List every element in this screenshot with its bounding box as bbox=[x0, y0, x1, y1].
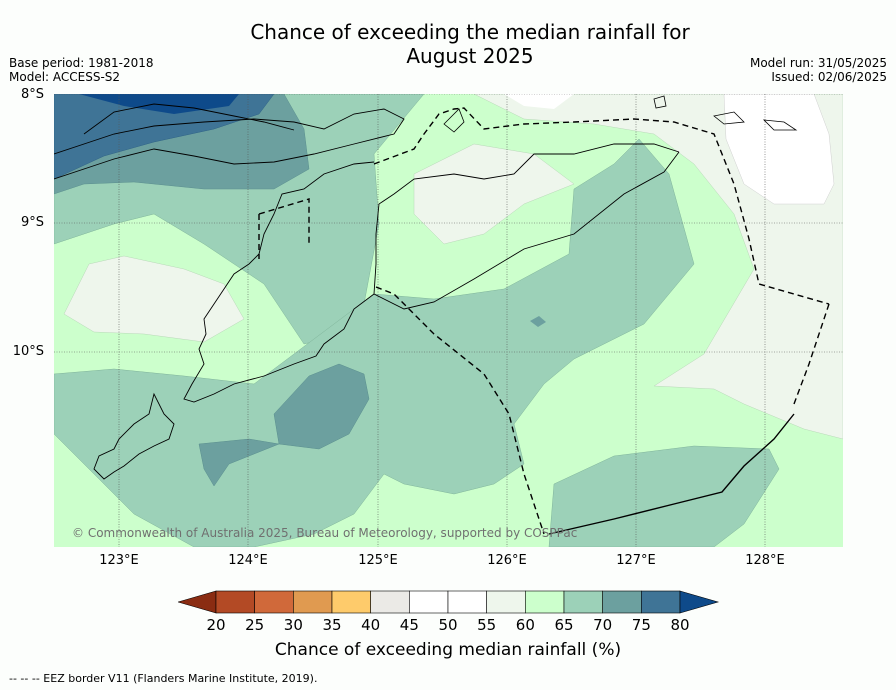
colorbar-arrow-high bbox=[679, 590, 720, 614]
alor-islands-coastline bbox=[54, 108, 405, 180]
eez-border-solid bbox=[548, 413, 795, 535]
colorbar-swatch bbox=[563, 590, 603, 614]
lat-label-9s: 9°S bbox=[20, 215, 44, 230]
lon-label-125e: 125°E bbox=[358, 553, 398, 568]
colorbar-tick-label: 55 bbox=[477, 616, 496, 634]
footnote: -- -- -- EEZ border V11 (Flanders Marine… bbox=[9, 672, 318, 685]
meta-right: Model run: 31/05/2025 Issued: 02/06/2025 bbox=[750, 56, 887, 84]
island-small-1 bbox=[443, 108, 465, 133]
rainfall-map: © Commonwealth of Australia 2025, Bureau… bbox=[54, 94, 843, 547]
lat-label-10s: 10°S bbox=[12, 344, 44, 359]
colorbar-swatch bbox=[215, 590, 255, 614]
lon-label-127e: 127°E bbox=[616, 553, 656, 568]
wetar-coastline bbox=[83, 103, 295, 135]
lon-label-126e: 126°E bbox=[487, 553, 527, 568]
region-55-60-cape bbox=[413, 143, 575, 245]
colorbar-swatch bbox=[331, 590, 371, 614]
colorbar-title: Chance of exceeding median rainfall (%) bbox=[274, 640, 622, 660]
colorbar-tick-label: 65 bbox=[554, 616, 573, 634]
region-70-75-dot bbox=[530, 316, 546, 327]
base-period: Base period: 1981-2018 bbox=[9, 56, 154, 70]
region-70-75-south bbox=[273, 363, 370, 450]
colorbar-tick-label: 80 bbox=[670, 616, 689, 634]
title-line-2: August 2025 bbox=[406, 44, 534, 68]
lon-label-124e: 124°E bbox=[228, 553, 268, 568]
colorbar-swatch bbox=[370, 590, 410, 614]
colorbar-swatch bbox=[409, 590, 449, 614]
colorbar-swatch bbox=[254, 590, 294, 614]
colorbar-tick-label: 50 bbox=[438, 616, 457, 634]
colorbar: 20 25 30 35 40 45 50 55 60 65 70 75 80 bbox=[178, 590, 720, 634]
colorbar-tick-labels: 20 25 30 35 40 45 50 55 60 65 70 75 80 bbox=[206, 616, 689, 634]
colorbar-tick-label: 20 bbox=[206, 616, 225, 634]
timor-coastline bbox=[183, 143, 680, 403]
eez-border-north bbox=[258, 107, 830, 305]
region-65-70-southeast bbox=[548, 445, 780, 547]
eez-border-south bbox=[375, 286, 830, 535]
island-small-2 bbox=[653, 95, 667, 109]
lat-label-8s: 8°S bbox=[20, 87, 44, 102]
colorbar-tick-label: 25 bbox=[245, 616, 264, 634]
lon-label-123e: 123°E bbox=[99, 553, 139, 568]
model-run: Model run: 31/05/2025 bbox=[749, 56, 887, 70]
colorbar-swatch bbox=[486, 590, 526, 614]
copyright-text: © Commonwealth of Australia 2025, Bureau… bbox=[72, 526, 577, 540]
colorbar-tick-label: 60 bbox=[516, 616, 535, 634]
region-50-55-small bbox=[504, 94, 574, 109]
model-name: Model: ACCESS-S2 bbox=[9, 70, 121, 84]
island-small-4 bbox=[762, 119, 798, 131]
map-title: Chance of exceeding the median rainfall … bbox=[170, 20, 770, 68]
issued-date: Issued: 02/06/2025 bbox=[771, 70, 887, 84]
west-islands bbox=[93, 392, 175, 480]
colorbar-swatch bbox=[293, 590, 333, 614]
lon-label-128e: 128°E bbox=[745, 553, 785, 568]
timor-south-coast bbox=[373, 151, 680, 310]
region-55-60-west bbox=[63, 255, 245, 343]
island-small-3 bbox=[713, 111, 745, 125]
colorbar-swatches bbox=[178, 590, 720, 614]
colorbar-tick-label: 30 bbox=[284, 616, 303, 634]
colorbar-swatch bbox=[447, 590, 487, 614]
colorbar-swatch bbox=[602, 590, 642, 614]
gridlines bbox=[54, 94, 843, 547]
region-70-75-southwest bbox=[198, 438, 280, 487]
region-50-55 bbox=[723, 94, 835, 205]
colorbar-swatch bbox=[525, 590, 565, 614]
colorbar-tick-label: 45 bbox=[400, 616, 419, 634]
colorbar-arrow-low bbox=[178, 590, 217, 614]
colorbar-swatch bbox=[641, 590, 681, 614]
colorbar-tick-label: 75 bbox=[632, 616, 651, 634]
colorbar-tick-label: 70 bbox=[593, 616, 612, 634]
meta-left: Base period: 1981-2018 Model: ACCESS-S2 bbox=[9, 56, 154, 84]
colorbar-tick-label: 35 bbox=[322, 616, 341, 634]
title-line-1: Chance of exceeding the median rainfall … bbox=[250, 20, 690, 44]
colorbar-tick-label: 40 bbox=[361, 616, 380, 634]
